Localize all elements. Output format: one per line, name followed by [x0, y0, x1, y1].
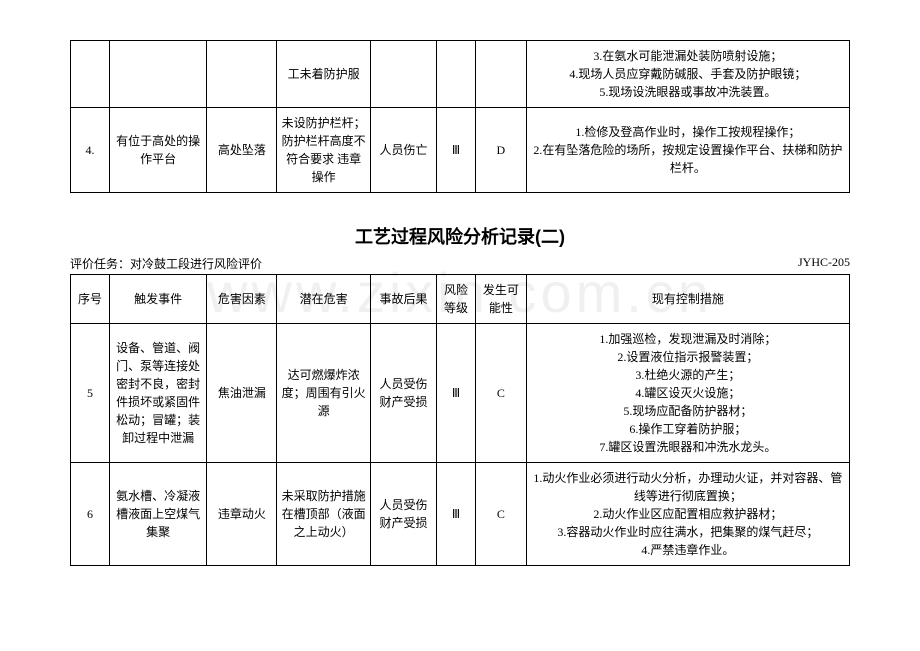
- col-hazard: 危害因素: [207, 275, 277, 324]
- measure-line: 4.现场人员应穿戴防碱服、手套及防护眼镜；: [531, 65, 845, 83]
- doc-code: JYHC-205: [798, 255, 850, 272]
- cell-trigger: [109, 41, 206, 108]
- cell-risk: Ⅲ: [437, 463, 476, 566]
- subheader-row: 评价任务：对冷鼓工段进行风险评价 JYHC-205: [70, 255, 850, 272]
- table-row: 4.有位于高处的操作平台高处坠落未设防护栏杆；防护栏杆高度不符合要求 违章操作人…: [71, 108, 850, 193]
- cell-potential: 达可燃爆炸浓度；周围有引火源: [277, 324, 370, 463]
- col-potential: 潜在危害: [277, 275, 370, 324]
- measure-line: 5.现场应配备防护器材；: [531, 402, 845, 420]
- cell-trigger: 设备、管道、阀门、泵等连接处密封不良，密封件损坏或紧固件松动；冒罐；装卸过程中泄…: [109, 324, 206, 463]
- measure-line: 4.罐区设灭火设施；: [531, 384, 845, 402]
- risk-table-2: 序号 触发事件 危害因素 潜在危害 事故后果 风险等级 发生可能性 现有控制措施…: [70, 274, 850, 566]
- cell-potential: 未设防护栏杆；防护栏杆高度不符合要求 违章操作: [277, 108, 370, 193]
- cell-hazard: 违章动火: [207, 463, 277, 566]
- cell-risk: [437, 41, 476, 108]
- cell-measures: 3.在氨水可能泄漏处装防喷射设施；4.现场人员应穿戴防碱服、手套及防护眼镜；5.…: [526, 41, 849, 108]
- cell-measures: 1.加强巡检，发现泄漏及时消除；2.设置液位指示报警装置；3.杜绝火源的产生；4…: [526, 324, 849, 463]
- cell-consequence: 人员受伤财产受损: [370, 324, 436, 463]
- cell-seq: 4.: [71, 108, 110, 193]
- section-title: 工艺过程风险分析记录(二): [70, 223, 850, 249]
- cell-consequence: 人员伤亡: [370, 108, 436, 193]
- measure-line: 3.杜绝火源的产生；: [531, 366, 845, 384]
- cell-measures: 1.动火作业必须进行动火分析，办理动火证，并对容器、管线等进行彻底置换；2.动火…: [526, 463, 849, 566]
- cell-prob: C: [476, 463, 527, 566]
- cell-prob: D: [476, 108, 527, 193]
- col-measures: 现有控制措施: [526, 275, 849, 324]
- col-seq: 序号: [71, 275, 110, 324]
- cell-risk: Ⅲ: [437, 108, 476, 193]
- measure-line: 1.加强巡检，发现泄漏及时消除；: [531, 330, 845, 348]
- measure-line: 3.容器动火作业时应往满水，把集聚的煤气赶尽；: [531, 523, 845, 541]
- table-row: 6氨水槽、冷凝液槽液面上空煤气集聚违章动火未采取防护措施在槽顶部（液面之上动火）…: [71, 463, 850, 566]
- cell-hazard: [207, 41, 277, 108]
- col-trigger: 触发事件: [109, 275, 206, 324]
- col-prob: 发生可能性: [476, 275, 527, 324]
- measure-line: 2.在有坠落危险的场所，按规定设置操作平台、扶梯和防护栏杆。: [531, 141, 845, 177]
- measure-line: 5.现场设洗眼器或事故冲洗装置。: [531, 83, 845, 101]
- cell-trigger: 氨水槽、冷凝液槽液面上空煤气集聚: [109, 463, 206, 566]
- cell-potential: 未采取防护措施在槽顶部（液面之上动火）: [277, 463, 370, 566]
- cell-prob: C: [476, 324, 527, 463]
- measure-line: 3.在氨水可能泄漏处装防喷射设施；: [531, 47, 845, 65]
- cell-hazard: 高处坠落: [207, 108, 277, 193]
- cell-measures: 1.检修及登高作业时，操作工按规程操作；2.在有坠落危险的场所，按规定设置操作平…: [526, 108, 849, 193]
- cell-hazard: 焦油泄漏: [207, 324, 277, 463]
- table-header-row: 序号 触发事件 危害因素 潜在危害 事故后果 风险等级 发生可能性 现有控制措施: [71, 275, 850, 324]
- cell-consequence: 人员受伤财产受损: [370, 463, 436, 566]
- table-row: 工未着防护服 3.在氨水可能泄漏处装防喷射设施；4.现场人员应穿戴防碱服、手套及防…: [71, 41, 850, 108]
- cell-seq: 5: [71, 324, 110, 463]
- cell-risk: Ⅲ: [437, 324, 476, 463]
- cell-consequence: [370, 41, 436, 108]
- col-consequence: 事故后果: [370, 275, 436, 324]
- table-row: 5设备、管道、阀门、泵等连接处密封不良，密封件损坏或紧固件松动；冒罐；装卸过程中…: [71, 324, 850, 463]
- risk-table-continuation: 工未着防护服 3.在氨水可能泄漏处装防喷射设施；4.现场人员应穿戴防碱服、手套及防…: [70, 40, 850, 193]
- measure-line: 2.动火作业区应配置相应救护器材；: [531, 505, 845, 523]
- col-risk: 风险等级: [437, 275, 476, 324]
- measure-line: 2.设置液位指示报警装置；: [531, 348, 845, 366]
- eval-task-label: 评价任务：对冷鼓工段进行风险评价: [70, 255, 262, 272]
- measure-line: 4.严禁违章作业。: [531, 541, 845, 559]
- cell-seq: [71, 41, 110, 108]
- cell-potential: 工未着防护服: [277, 41, 370, 108]
- cell-trigger: 有位于高处的操作平台: [109, 108, 206, 193]
- cell-prob: [476, 41, 527, 108]
- measure-line: 1.动火作业必须进行动火分析，办理动火证，并对容器、管线等进行彻底置换；: [531, 469, 845, 505]
- cell-seq: 6: [71, 463, 110, 566]
- measure-line: 7.罐区设置洗眼器和冲洗水龙头。: [531, 438, 845, 456]
- measure-line: 6.操作工穿着防护服；: [531, 420, 845, 438]
- measure-line: 1.检修及登高作业时，操作工按规程操作；: [531, 123, 845, 141]
